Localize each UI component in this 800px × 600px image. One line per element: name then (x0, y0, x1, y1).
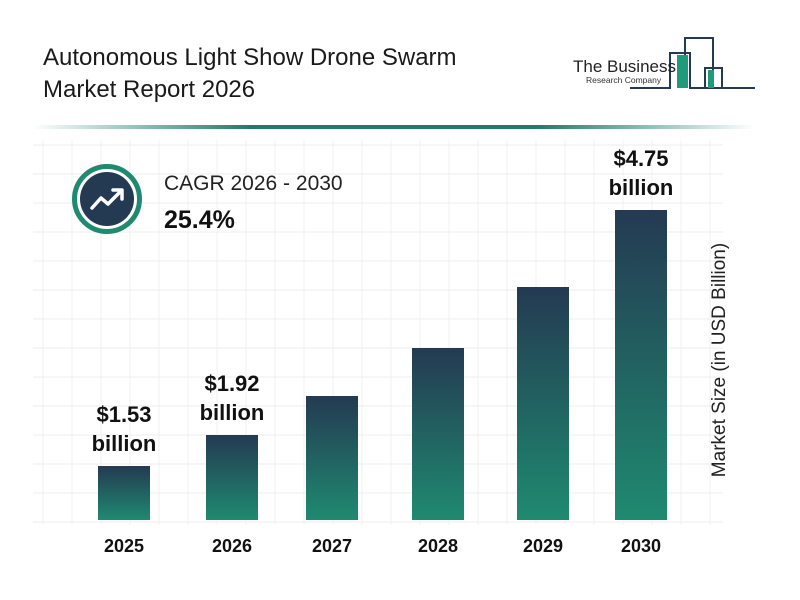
data-label: $1.53 billion (64, 400, 184, 458)
x-tick-label: 2026 (211, 536, 253, 556)
data-label-value: $1.53 (96, 402, 152, 427)
data-label-value: $1.92 (204, 371, 260, 397)
bar-2027 (306, 396, 358, 520)
x-tick-label: 2029 (522, 536, 564, 556)
data-label-value: $4.75 (613, 146, 669, 172)
bar-2028 (412, 347, 464, 520)
trending-up-icon (72, 164, 142, 234)
logo-subtext: Research Company (586, 75, 662, 85)
data-label-unit: billion (199, 400, 265, 426)
bar-2030 (615, 210, 667, 520)
bar-2025 (98, 466, 150, 520)
chart-title: Autonomous Light Show Drone Swarm Market… (43, 42, 543, 106)
logo-buildings-icon (630, 37, 755, 89)
x-tick-label: 2030 (620, 536, 662, 556)
company-logo: The Business Research Company (570, 33, 755, 93)
x-tick-label: 2027 (311, 536, 353, 556)
data-label-unit: billion (91, 431, 157, 456)
x-tick-label: 2025 (103, 536, 145, 556)
title-line-1: Autonomous Light Show Drone Swarm (43, 44, 457, 71)
y-axis-label: Market Size (in USD Billion) (709, 242, 730, 478)
data-label: $1.92 billion (172, 369, 292, 427)
title-line-2: Market Report 2026 (43, 76, 256, 103)
header-divider (33, 125, 755, 129)
data-label-unit: billion (608, 175, 674, 201)
cagr-label: CAGR 2026 - 2030 (164, 172, 343, 195)
bar-2029 (517, 286, 569, 520)
cagr-value: 25.4% (164, 206, 235, 234)
logo-text: The Business (573, 57, 676, 76)
bar-2026 (206, 435, 258, 520)
x-tick-label: 2028 (417, 536, 459, 556)
chart-grid (33, 140, 723, 525)
data-label: $4.75 billion (581, 144, 701, 202)
